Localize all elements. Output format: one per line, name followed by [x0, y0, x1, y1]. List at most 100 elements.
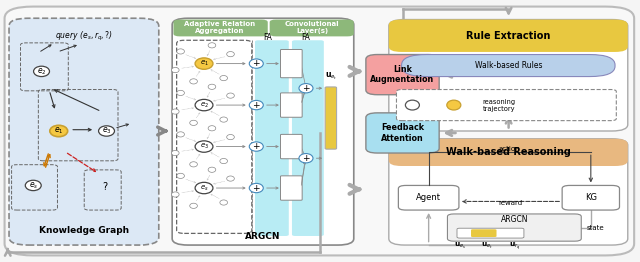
Ellipse shape [177, 90, 184, 96]
Text: reward: reward [499, 200, 523, 206]
Ellipse shape [227, 134, 234, 140]
FancyBboxPatch shape [401, 54, 615, 77]
Text: ?: ? [102, 182, 108, 192]
Ellipse shape [177, 49, 184, 54]
Ellipse shape [249, 142, 263, 151]
Ellipse shape [249, 100, 263, 110]
Ellipse shape [208, 84, 216, 89]
FancyBboxPatch shape [366, 113, 439, 153]
Text: +: + [253, 142, 260, 151]
FancyBboxPatch shape [562, 185, 620, 210]
FancyBboxPatch shape [366, 54, 439, 95]
Ellipse shape [50, 125, 68, 137]
FancyBboxPatch shape [173, 20, 268, 36]
Ellipse shape [208, 126, 216, 131]
Ellipse shape [249, 59, 263, 68]
Ellipse shape [99, 126, 115, 136]
FancyBboxPatch shape [280, 93, 302, 117]
Text: $e_s$: $e_s$ [29, 180, 38, 191]
Text: +: + [253, 101, 260, 110]
FancyBboxPatch shape [398, 185, 459, 210]
Ellipse shape [220, 117, 227, 122]
Text: action: action [499, 146, 520, 152]
Ellipse shape [220, 200, 227, 205]
Text: $\mathbf{u}_{e_t}$: $\mathbf{u}_{e_t}$ [481, 241, 493, 251]
Ellipse shape [220, 159, 227, 164]
Ellipse shape [189, 79, 197, 84]
Text: +: + [302, 84, 310, 93]
Ellipse shape [405, 100, 419, 110]
Text: reasoning
trajectory: reasoning trajectory [483, 99, 516, 112]
FancyBboxPatch shape [389, 139, 628, 245]
Text: Walk-based Reasoning: Walk-based Reasoning [446, 147, 571, 157]
FancyBboxPatch shape [447, 214, 581, 241]
Text: FA: FA [263, 33, 272, 42]
Ellipse shape [33, 66, 49, 77]
FancyBboxPatch shape [280, 134, 302, 159]
Text: $e_2$: $e_2$ [36, 66, 46, 77]
Ellipse shape [195, 182, 213, 194]
FancyBboxPatch shape [4, 7, 634, 255]
Ellipse shape [172, 68, 179, 73]
Text: Agent: Agent [416, 193, 441, 202]
FancyBboxPatch shape [269, 20, 354, 36]
Text: Link
Augmentation: Link Augmentation [371, 65, 435, 84]
FancyBboxPatch shape [172, 18, 354, 245]
Text: state: state [586, 225, 604, 231]
Ellipse shape [177, 173, 184, 178]
Ellipse shape [220, 75, 227, 81]
Ellipse shape [299, 154, 313, 163]
Ellipse shape [172, 109, 179, 114]
Text: $e_1$: $e_1$ [200, 59, 209, 68]
FancyBboxPatch shape [389, 139, 628, 166]
Ellipse shape [299, 84, 313, 93]
Text: Knowledge Graph: Knowledge Graph [39, 226, 129, 235]
Text: $e_3$: $e_3$ [102, 126, 111, 136]
Text: $e_1$: $e_1$ [54, 126, 63, 136]
Text: +: + [253, 183, 260, 193]
Ellipse shape [189, 203, 197, 208]
Ellipse shape [447, 100, 461, 110]
Text: Convolutional
Layer(s): Convolutional Layer(s) [285, 21, 340, 34]
FancyBboxPatch shape [280, 50, 302, 78]
Text: FA: FA [301, 33, 310, 42]
FancyBboxPatch shape [280, 176, 302, 200]
FancyBboxPatch shape [389, 20, 628, 131]
FancyBboxPatch shape [9, 18, 159, 245]
FancyBboxPatch shape [457, 228, 524, 238]
Text: $e_2$: $e_2$ [200, 101, 209, 110]
Text: $\mathbf{u}_{e_t}$: $\mathbf{u}_{e_t}$ [324, 71, 337, 82]
FancyBboxPatch shape [292, 40, 324, 236]
Ellipse shape [172, 192, 179, 197]
FancyBboxPatch shape [396, 90, 616, 121]
Text: +: + [302, 154, 310, 163]
Ellipse shape [177, 132, 184, 137]
Ellipse shape [195, 99, 213, 111]
Ellipse shape [189, 162, 197, 167]
Ellipse shape [195, 141, 213, 152]
FancyBboxPatch shape [389, 20, 628, 52]
FancyBboxPatch shape [255, 40, 289, 236]
Text: ARGCN: ARGCN [500, 215, 528, 224]
Text: $\mathbf{u}_{e_s}$: $\mathbf{u}_{e_s}$ [454, 241, 467, 251]
Ellipse shape [189, 120, 197, 125]
Ellipse shape [227, 93, 234, 98]
Text: $e_s$: $e_s$ [200, 183, 209, 193]
Ellipse shape [195, 58, 213, 69]
Ellipse shape [172, 150, 179, 156]
Text: Rule Extraction: Rule Extraction [466, 31, 550, 41]
Text: Feedback
Attention: Feedback Attention [381, 123, 424, 143]
Text: ARGCN: ARGCN [245, 232, 281, 241]
FancyBboxPatch shape [325, 87, 337, 149]
FancyBboxPatch shape [471, 229, 497, 237]
Text: $\mathbf{u}_{r_q}$: $\mathbf{u}_{r_q}$ [509, 240, 521, 252]
Text: Adaptive Relation
Aggregation: Adaptive Relation Aggregation [184, 21, 255, 34]
Text: Walk-based Rules: Walk-based Rules [474, 61, 542, 70]
Ellipse shape [26, 180, 41, 191]
Text: $e_3$: $e_3$ [200, 142, 209, 151]
Text: +: + [253, 59, 260, 68]
Ellipse shape [208, 167, 216, 172]
Ellipse shape [249, 183, 263, 193]
Text: KG: KG [585, 193, 597, 202]
Ellipse shape [227, 52, 234, 57]
